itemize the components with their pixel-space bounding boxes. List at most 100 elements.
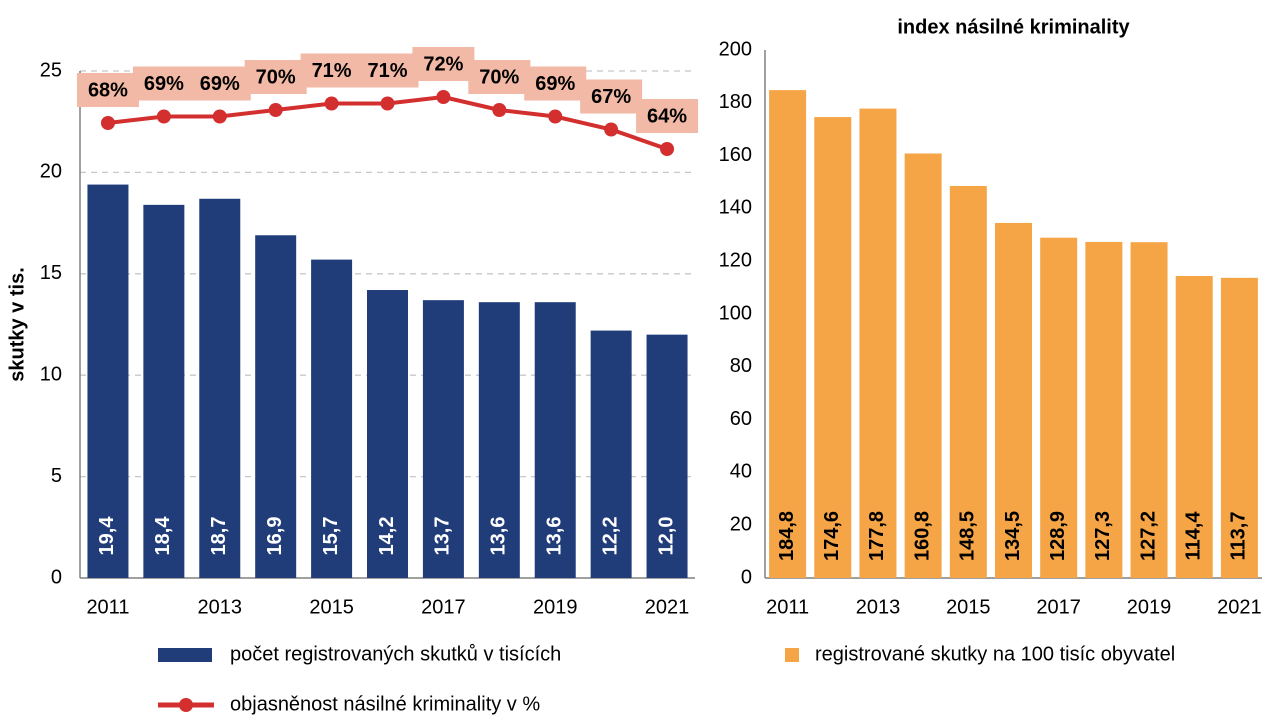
label-box — [580, 79, 643, 114]
point — [268, 103, 283, 117]
data-label: 16,9 — [264, 517, 286, 556]
x-tick-label: 2015 — [946, 596, 991, 618]
y-tick-label: 140 — [719, 197, 752, 219]
label-box — [412, 47, 475, 81]
bar — [367, 290, 408, 578]
point — [548, 109, 563, 124]
bar — [143, 204, 185, 578]
data-label: 19,4 — [96, 516, 118, 556]
bar — [478, 302, 520, 578]
label-box — [188, 66, 251, 101]
data-label: 174,6 — [821, 511, 843, 561]
legend-swatch — [785, 648, 799, 662]
data-label: 69% — [144, 73, 184, 95]
x-tick-label: 2021 — [645, 596, 690, 618]
data-label: 15,7 — [320, 517, 342, 556]
x-tick-label: 2015 — [309, 596, 354, 618]
data-label: 64% — [647, 105, 687, 127]
data-label: 184,8 — [776, 511, 798, 561]
data-label: 67% — [591, 86, 631, 108]
y-tick-label: 10 — [40, 363, 62, 385]
data-label: 14,2 — [376, 517, 398, 556]
data-label: 70% — [256, 66, 296, 88]
bar — [590, 330, 632, 578]
bar — [1040, 237, 1078, 579]
x-tick-label: 2019 — [533, 596, 578, 618]
bar — [995, 222, 1032, 579]
bar — [904, 153, 942, 578]
chart-title: index násilné kriminality — [897, 16, 1130, 38]
bar — [769, 90, 807, 579]
data-label: 13,6 — [488, 517, 510, 556]
y-tick-label: 0 — [51, 566, 62, 588]
data-label: 127,3 — [1092, 511, 1114, 561]
label-box — [468, 60, 531, 94]
point — [492, 103, 507, 117]
y-axis-label: skutky v tis. — [6, 267, 28, 382]
label-box — [524, 66, 587, 101]
point — [100, 116, 115, 130]
label-box — [300, 53, 363, 88]
x-tick-label: 2013 — [856, 596, 901, 618]
data-label: 71% — [367, 60, 407, 82]
data-label: 72% — [423, 53, 463, 75]
bar — [1220, 277, 1258, 578]
bar — [1130, 242, 1168, 578]
y-tick-label: 20 — [730, 513, 752, 535]
bar — [646, 334, 688, 578]
legend-label: objasněnost násilné kriminality v % — [230, 693, 540, 715]
data-label: 69% — [535, 73, 575, 95]
y-tick-label: 0 — [741, 566, 752, 588]
data-label: 128,9 — [1047, 511, 1069, 561]
y-tick-label: 200 — [719, 38, 752, 60]
y-tick-label: 15 — [40, 262, 62, 284]
x-tick-label: 2021 — [1217, 596, 1262, 618]
point — [324, 96, 339, 111]
x-tick-label: 2017 — [421, 596, 466, 618]
y-tick-label: 25 — [40, 59, 62, 81]
x-tick-label: 2019 — [1127, 596, 1172, 618]
data-label: 70% — [479, 66, 519, 88]
data-label: 113,7 — [1228, 512, 1250, 561]
data-label: 71% — [312, 60, 352, 82]
data-label: 13,6 — [544, 517, 566, 556]
data-label: 127,2 — [1137, 511, 1159, 561]
data-label: 69% — [200, 73, 240, 95]
point — [380, 96, 395, 111]
point — [436, 90, 451, 104]
data-label: 18,7 — [208, 517, 230, 556]
bar — [1175, 275, 1213, 578]
bar — [859, 108, 897, 578]
data-label: 114,4 — [1183, 511, 1205, 561]
data-label: 13,7 — [432, 517, 454, 556]
data-label: 148,5 — [957, 511, 979, 561]
y-tick-label: 40 — [730, 461, 752, 483]
label-box — [132, 66, 195, 101]
bar — [199, 198, 241, 578]
y-tick-label: 100 — [719, 302, 752, 324]
bar — [255, 235, 297, 578]
x-tick-label: 2011 — [766, 596, 809, 618]
data-label: 12,0 — [655, 517, 677, 556]
point — [212, 109, 227, 124]
bar — [422, 300, 464, 578]
data-label: 12,2 — [599, 517, 621, 556]
y-tick-label: 20 — [40, 161, 62, 183]
bar — [814, 117, 852, 578]
y-tick-label: 80 — [730, 355, 752, 377]
x-tick-label: 2013 — [198, 596, 243, 618]
point — [156, 109, 171, 124]
label-box — [356, 53, 419, 88]
y-tick-label: 5 — [51, 465, 62, 487]
point — [604, 122, 619, 137]
legend-swatch — [158, 648, 212, 662]
y-tick-label: 120 — [719, 249, 752, 271]
y-tick-label: 180 — [719, 91, 752, 113]
data-label: 160,8 — [911, 511, 933, 561]
data-label: 68% — [88, 79, 128, 101]
point — [660, 142, 675, 156]
label-box — [244, 60, 307, 94]
x-tick-label: 2017 — [1036, 596, 1081, 618]
data-label: 134,5 — [1002, 511, 1024, 561]
